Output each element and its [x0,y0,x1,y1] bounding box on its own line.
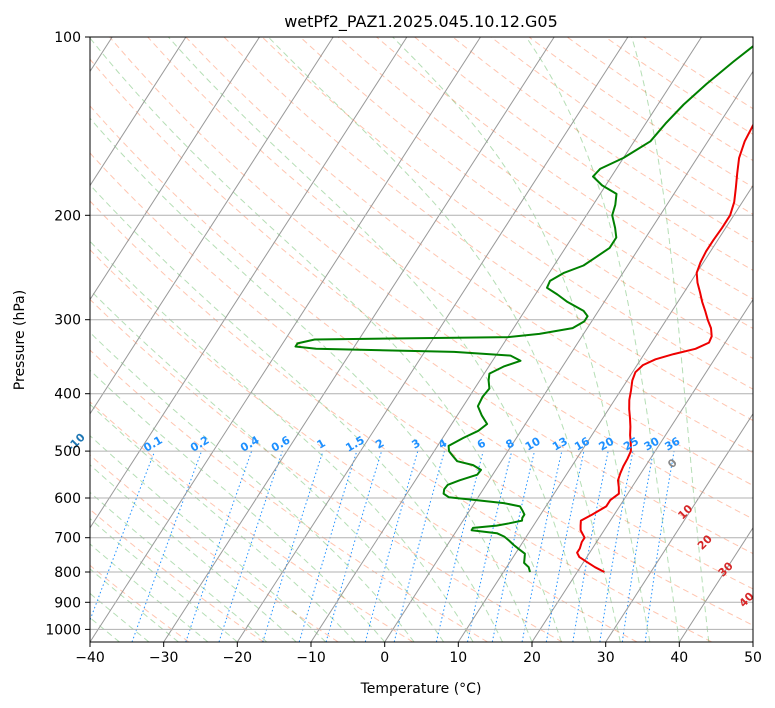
dry-adiabat-line [90,349,488,642]
isotherm-line [384,70,753,642]
y-tick-label: 600 [54,491,81,507]
dry-adiabat-line [90,249,638,642]
moist-adiabat-line [90,289,445,642]
y-tick-label: 900 [54,595,81,611]
moist-adiabat-line [90,592,150,642]
moist-adiabat-line [90,435,327,642]
mixing-ratio-line [298,450,358,642]
moist-adiabat-line [525,37,680,642]
dry-adiabat-line [223,37,753,422]
y-tick-label: 400 [54,387,81,403]
dry-adiabat-line [261,37,753,390]
isotherm-line [90,37,187,187]
mixing-ratio-line [644,451,675,642]
y-tick-label: 100 [54,30,81,46]
isotherms [90,37,753,642]
mixing-ratio-line [262,450,324,642]
x-tick-label: 40 [670,650,688,666]
x-tick-label: −10 [296,650,326,666]
isotherm-line [531,298,753,642]
isotherm-line [605,412,753,642]
x-tick-label: −40 [75,650,105,666]
dry-adiabat-line [90,105,753,590]
y-tick-label: 200 [54,208,81,224]
temperature-profile-line [576,123,753,573]
plot-area [90,37,753,642]
profile-curves [294,45,753,573]
dewpoint-profile-line [294,45,753,573]
x-tick-label: 10 [449,650,467,666]
moist-adiabat-line [90,491,268,642]
chart-title: wetPf2_PAZ1.2025.045.10.12.G05 [284,12,558,32]
isotherm-line [90,37,334,415]
moist-adiabat-line [90,184,503,642]
moist-adiabat-line [90,240,474,642]
dry-adiabat-line [90,58,753,555]
moist-adiabat-line [90,117,533,642]
moist-adiabat-line [168,37,592,642]
y-tick-label: 500 [54,444,81,460]
mixing-ratio-line [325,450,383,642]
isotherm-line [90,37,481,642]
isotherm-line [678,526,753,642]
dry-adiabat-line [299,37,753,360]
mixing-ratio-line [621,451,654,642]
y-tick-label: 800 [54,565,81,581]
mixing-ratio-line [218,450,283,642]
dry-adiabat-line [90,298,563,642]
mixing-ratio-line [364,450,419,642]
moist-adiabat-line [90,37,562,642]
y-axis-ticks: 100 200 300 400 500 600 700 800 900 1000 [45,30,90,638]
x-tick-label: 20 [523,650,541,666]
y-tick-label: 700 [54,531,81,547]
x-axis-ticks: −40 −30 −20 −10 0 10 20 30 40 50 [75,642,762,666]
mixing-ratio-line [185,450,253,642]
mixing-ratio-line [90,450,156,622]
isotherm-line [457,184,753,642]
y-tick-label: 300 [54,313,81,329]
isotherm-line [90,37,260,301]
dry-adiabat-line [90,200,712,642]
mixing-ratio-line [467,450,513,642]
moist-adiabat-line [267,37,621,642]
isotherm-line [90,37,408,529]
dry-adiabat-line [90,454,339,642]
moist-adiabat-line [90,568,179,642]
x-tick-label: 50 [744,650,762,666]
moist-adiabat-line [392,37,651,642]
y-tick-label: 1000 [45,622,81,638]
dry-adiabat-line [90,508,264,642]
x-tick-label: −30 [149,650,179,666]
isotherm-line [236,37,629,642]
y-axis-label: Pressure (hPa) [12,290,28,390]
isobars [90,37,753,630]
mixing-ratio-line [491,450,535,642]
plot-frame [89,36,754,643]
moist-adiabat-line [90,403,356,642]
dry-adiabat-line [90,152,753,626]
x-tick-label: 30 [597,650,615,666]
x-tick-label: 0 [380,650,389,666]
mixing-ratio-line [435,450,484,642]
moist-adiabat-line [631,37,710,642]
x-tick-label: −20 [223,650,253,666]
isotherm-line [310,37,702,642]
dry-adiabat-line [109,37,753,520]
x-axis-label: Temperature (°C) [360,681,482,697]
